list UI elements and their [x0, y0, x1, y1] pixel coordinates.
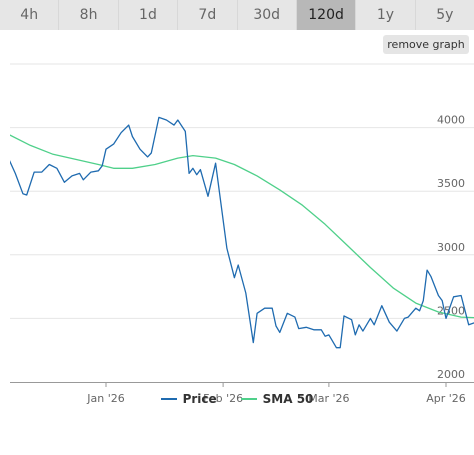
- x-tick-label: Apr '26: [426, 392, 466, 405]
- chart-legend: Price SMA 50: [0, 392, 474, 406]
- x-tick-label: Mar '26: [308, 392, 349, 405]
- range-selector: 4h 8h 1d 7d 30d 120d 1y 5y: [0, 0, 474, 30]
- legend-item-sma-50[interactable]: SMA 50: [240, 392, 314, 406]
- range-tab-8h[interactable]: 8h: [59, 0, 119, 30]
- series-line-price: [10, 116, 474, 349]
- range-tab-4h[interactable]: 4h: [0, 0, 60, 30]
- legend-item-price[interactable]: Price: [160, 392, 217, 406]
- legend-swatch: [160, 398, 177, 400]
- x-tick-label: Feb '26: [203, 392, 243, 405]
- remove-graph-button[interactable]: remove graph: [383, 35, 469, 54]
- y-tick-label: 3000: [437, 241, 465, 254]
- range-tab-1y[interactable]: 1y: [356, 0, 416, 30]
- y-tick-label: 3500: [437, 177, 465, 190]
- series-line-sma-50: [10, 134, 474, 319]
- legend-swatch: [240, 398, 257, 400]
- range-tab-5y[interactable]: 5y: [415, 0, 474, 30]
- legend-label: Price: [182, 392, 217, 406]
- y-tick-label: 2000: [437, 368, 465, 381]
- range-tab-120d[interactable]: 120d: [296, 0, 357, 30]
- range-tab-30d[interactable]: 30d: [237, 0, 297, 30]
- legend-label: SMA 50: [262, 392, 314, 406]
- y-tick-label: 4000: [437, 114, 465, 127]
- x-tick-label: Jan '26: [86, 392, 124, 405]
- range-tab-7d[interactable]: 7d: [178, 0, 238, 30]
- range-tab-1d[interactable]: 1d: [118, 0, 179, 30]
